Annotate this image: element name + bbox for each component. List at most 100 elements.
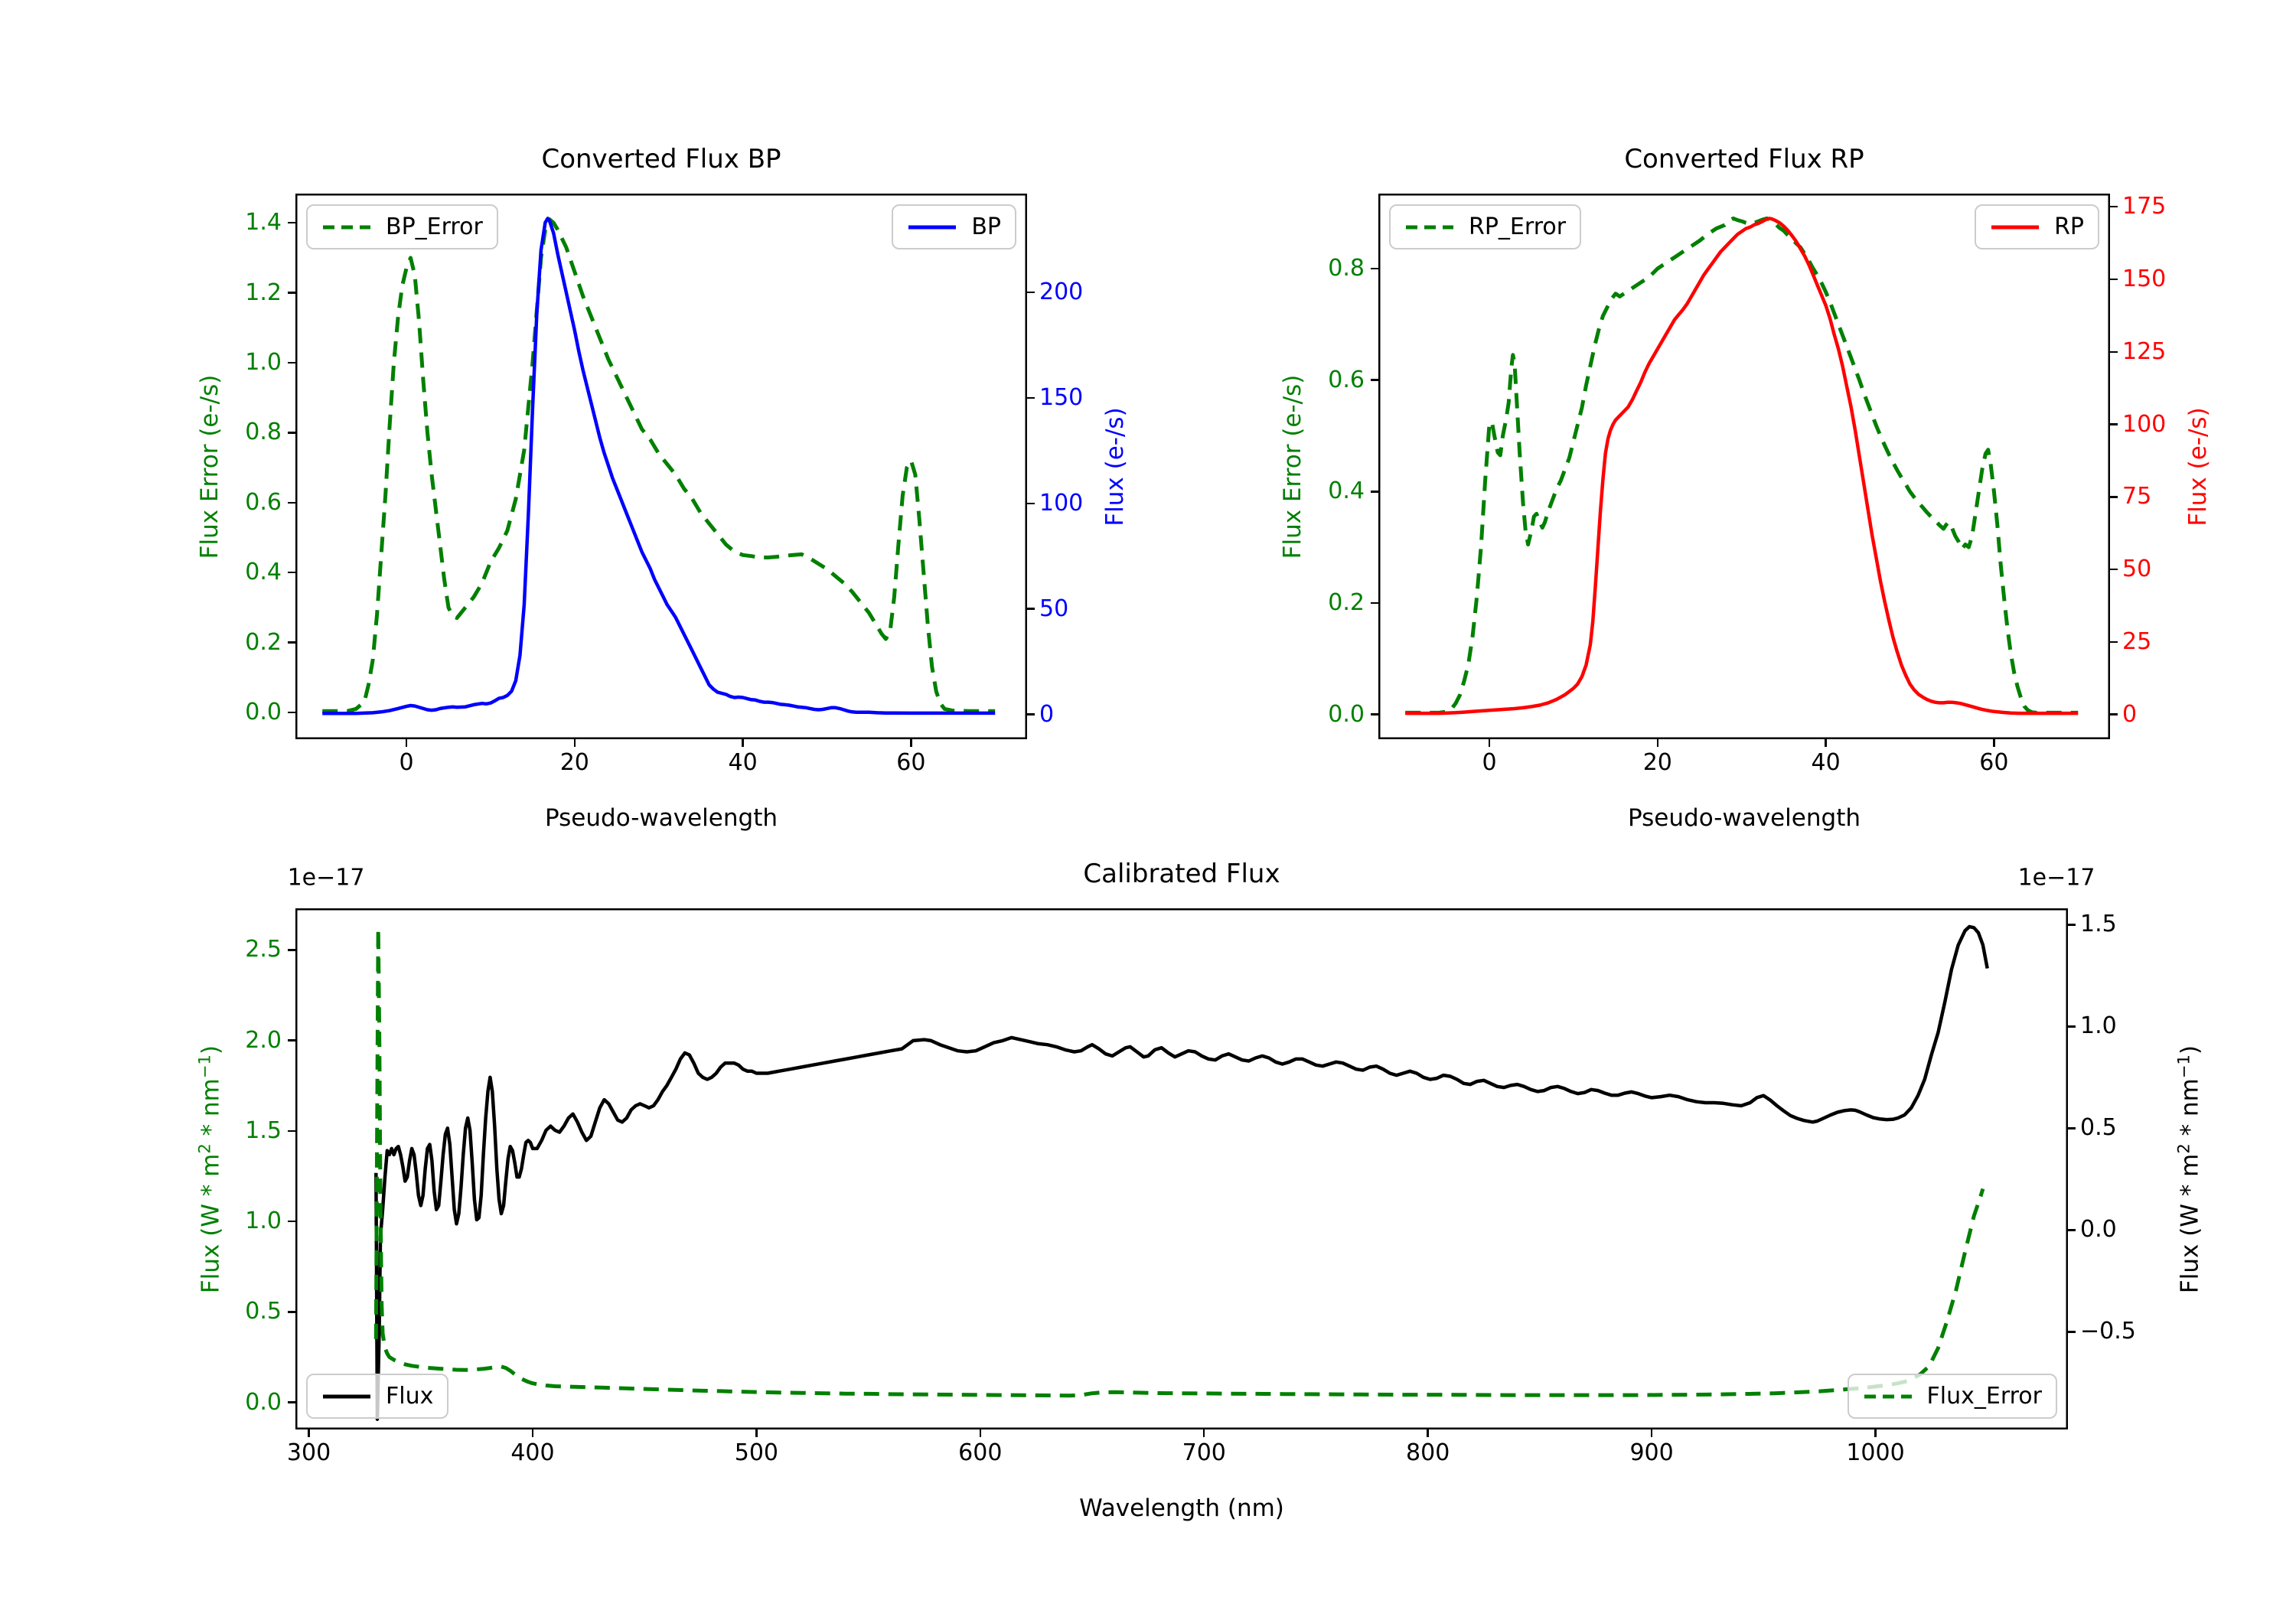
y-axis-label-right: Flux (W * m2 * nm−1) <box>2174 1045 2203 1292</box>
flux-error-curve <box>373 926 1985 1398</box>
label-segment: −1 <box>194 1054 214 1078</box>
curves-svg <box>1378 194 2110 739</box>
y-tick-label-right: 175 <box>2122 193 2167 220</box>
y-tick-right <box>2110 496 2118 498</box>
y-tick-right <box>2068 1025 2076 1028</box>
y-tick-label-left: 0.0 <box>245 698 282 725</box>
plot-area: BP_Error BP <box>295 194 1027 739</box>
legend-rp-error: RP_Error <box>1389 204 1582 249</box>
y-tick-left <box>288 292 295 294</box>
legend-label: Flux_Error <box>1926 1383 2042 1410</box>
x-tick-label: 300 <box>286 1439 331 1466</box>
x-tick-label: 60 <box>1979 749 2009 776</box>
flux-curve <box>374 924 1989 1421</box>
legend-label: BP_Error <box>386 214 483 240</box>
y-tick-left <box>288 1311 295 1313</box>
y-tick-left <box>1371 267 1378 270</box>
y-tick-label-right: 1.5 <box>2080 911 2117 938</box>
y-tick-right <box>2110 350 2118 354</box>
x-tick-label: 0 <box>399 749 414 776</box>
y-tick-right <box>2110 641 2118 644</box>
x-tick-label: 40 <box>1811 749 1841 776</box>
curves-svg <box>295 194 1027 739</box>
y-tick-label-right: 0 <box>2122 700 2138 728</box>
curves-svg <box>295 908 2068 1429</box>
x-tick <box>308 1429 310 1437</box>
legend-label: BP <box>971 214 1001 240</box>
legend-solid-line-sample <box>323 1394 370 1398</box>
y-tick-right <box>2110 423 2118 425</box>
y-tick-label-right: −0.5 <box>2080 1318 2136 1345</box>
y-axis-label-right: Flux (e-/s) <box>2184 407 2212 526</box>
chart-title: Converted Flux BP <box>541 144 781 174</box>
y-tick-label-right: 150 <box>2122 266 2167 292</box>
x-tick <box>742 739 744 747</box>
y-tick-label-left: 2.0 <box>245 1026 282 1054</box>
x-tick <box>573 739 576 747</box>
axes-spine <box>1378 194 2110 739</box>
y-tick-label-left: 0.5 <box>245 1298 282 1325</box>
y-tick-label-left: 0.4 <box>1328 478 1365 505</box>
x-tick-label: 0 <box>1482 749 1497 776</box>
x-tick-label: 400 <box>510 1439 555 1466</box>
y-tick-label-right: 0 <box>1039 700 1055 728</box>
label-segment: 2 <box>2174 1143 2193 1154</box>
label-segment: Flux (e-/s) <box>2184 406 2212 526</box>
legend-dashed-line-sample <box>1406 225 1453 229</box>
y-tick-label-right: 100 <box>1039 489 1084 517</box>
legend-solid-line-sample <box>1991 225 2040 229</box>
label-segment: ) <box>2176 1045 2204 1054</box>
y-tick-label-left: 1.5 <box>245 1116 282 1144</box>
y-tick-label-right: 200 <box>1039 278 1084 305</box>
axes-spine <box>295 908 2068 1429</box>
y-tick-left <box>288 361 295 364</box>
offset-text-right: 1e−17 <box>2017 864 2095 892</box>
legend-flux-error: Flux_Error <box>1847 1374 2057 1419</box>
y-tick-label-left: 0.8 <box>245 419 282 446</box>
y-tick-right <box>2068 1331 2076 1333</box>
plot-area: RP_Error RP <box>1378 194 2110 739</box>
legend-bp-error: BP_Error <box>306 204 498 249</box>
offset-text-left: 1e−17 <box>287 864 365 892</box>
legend-flux: Flux <box>306 1374 449 1419</box>
x-tick-label: 20 <box>1642 749 1672 776</box>
x-axis-label: Pseudo-wavelength <box>544 804 778 832</box>
label-segment: Flux (e-/s) <box>1101 406 1129 526</box>
label-segment: Flux Error (e-/s) <box>1279 374 1306 559</box>
y-tick-label-left: 0.4 <box>245 559 282 586</box>
label-segment: −1 <box>2174 1054 2193 1078</box>
legend-label: Flux <box>386 1383 434 1410</box>
x-tick-label: 500 <box>734 1439 779 1466</box>
y-tick-left <box>288 641 295 644</box>
label-segment: Flux (W * m <box>2176 1153 2204 1293</box>
y-tick-left <box>1371 601 1378 605</box>
y-tick-label-right: 0.0 <box>2080 1216 2117 1244</box>
y-tick-left <box>288 711 295 714</box>
y-tick-label-left: 1.4 <box>245 209 282 236</box>
y-tick-left <box>1371 379 1378 381</box>
x-tick-label: 900 <box>1629 1439 1674 1466</box>
y-tick-right <box>1027 713 1035 715</box>
y-axis-label-left: Flux (W * m2 * nm−1) <box>194 1045 224 1292</box>
y-tick-left <box>288 1401 295 1403</box>
x-axis-label: Pseudo-wavelength <box>1627 804 1861 832</box>
x-tick <box>1650 1429 1653 1437</box>
legend-dashed-line-sample <box>323 225 370 229</box>
x-axis-label: Wavelength (nm) <box>1079 1495 1284 1522</box>
rp-error-curve <box>1405 216 2079 715</box>
chart-title: Calibrated Flux <box>1083 859 1280 889</box>
y-tick-right <box>2110 278 2118 281</box>
label-segment: 2 <box>194 1143 214 1154</box>
y-tick-label-right: 1.0 <box>2080 1012 2117 1040</box>
y-tick-right <box>2110 205 2118 208</box>
y-tick-right <box>2110 568 2118 571</box>
x-tick-label: 60 <box>896 749 926 776</box>
y-axis-label-left: Flux Error (e-/s) <box>196 374 223 559</box>
y-tick-left <box>288 1039 295 1041</box>
legend-label: RP <box>2054 214 2084 240</box>
y-tick-label-left: 0.6 <box>1328 366 1365 393</box>
y-tick-right <box>1027 396 1035 399</box>
y-tick-left <box>288 1129 295 1133</box>
x-tick-label: 20 <box>559 749 589 776</box>
